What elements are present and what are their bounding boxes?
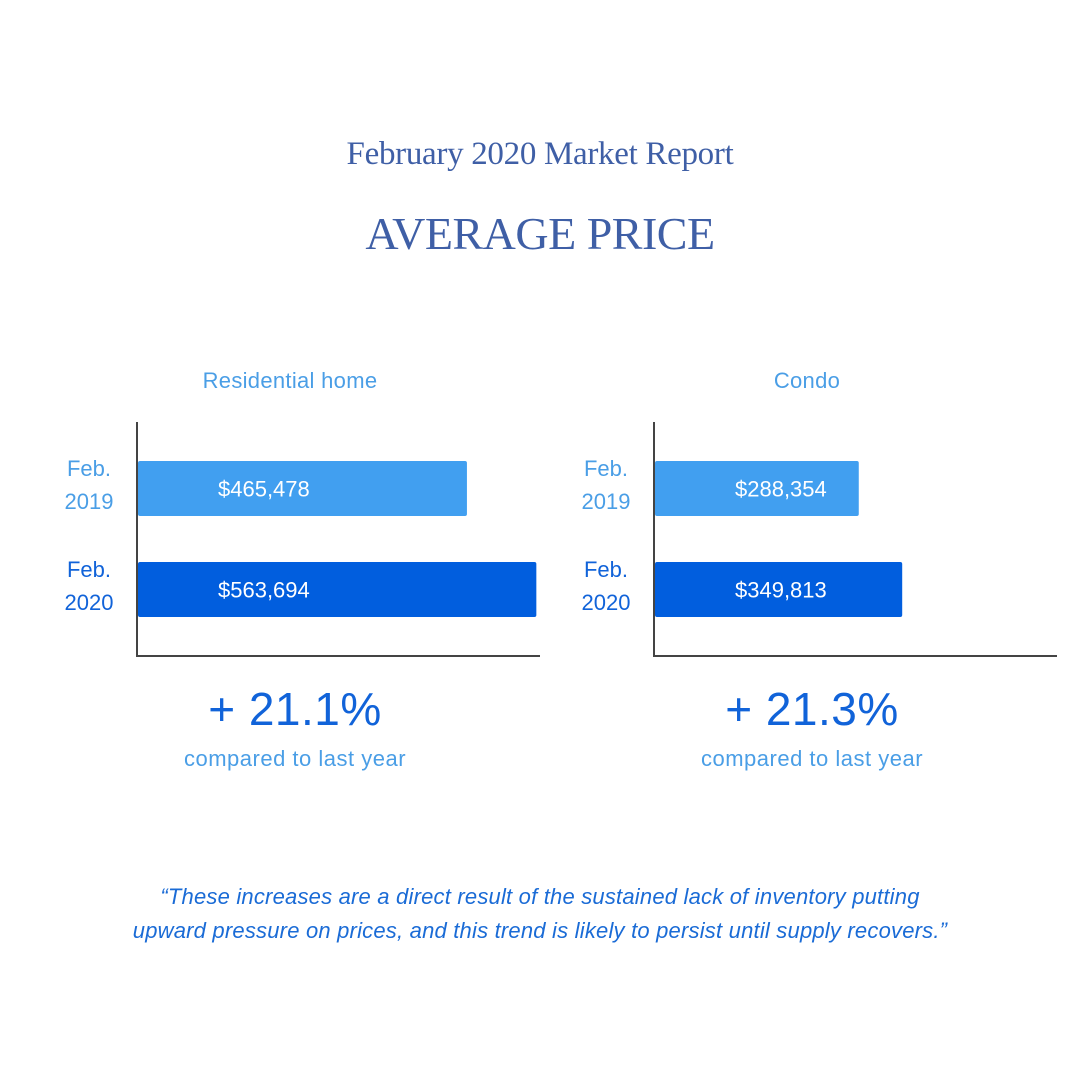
change-percent: + 21.3% — [725, 683, 899, 735]
change-percent: + 21.1% — [208, 683, 382, 735]
category-label: 2020 — [65, 590, 114, 615]
category-label: Feb. — [584, 557, 628, 582]
residential-panel: Residential home $465,478 Feb. 2019 $563,69… — [0, 360, 540, 780]
category-label: Feb. — [584, 456, 628, 481]
change-caption: compared to last year — [700, 746, 924, 771]
quote-line: “These increases are a direct result of … — [160, 884, 920, 909]
bar — [655, 461, 859, 516]
category-label: Feb. — [67, 557, 111, 582]
chart-title: Residential home — [202, 368, 378, 393]
bar — [138, 562, 537, 617]
category-label: 2019 — [65, 489, 114, 514]
residential-bar-chart: $465,478 Feb. 2019 $563,694 Feb. 2020 — [65, 422, 540, 657]
page-title: AVERAGE PRICE — [365, 208, 715, 259]
bar — [655, 562, 903, 617]
quote-line: upward pressure on prices, and this tren… — [132, 918, 948, 943]
data-label: $465,478 — [218, 477, 310, 502]
bar — [138, 461, 467, 516]
category-label: 2019 — [582, 489, 631, 514]
change-caption: compared to last year — [183, 746, 407, 771]
category-label: Feb. — [67, 456, 111, 481]
chart-title: Condo — [773, 368, 841, 393]
report-title: February 2020 Market Report — [346, 136, 734, 172]
data-label: $288,354 — [735, 477, 827, 502]
condo-panel: Condo $288,354 Feb. 2019 $349,813 Feb. 2020 +… — [517, 360, 1057, 780]
condo-bar-chart: $288,354 Feb. 2019 $349,813 Feb. 2020 — [582, 422, 1057, 657]
category-label: 2020 — [582, 590, 631, 615]
quote: “These increases are a direct result of … — [40, 880, 1040, 948]
data-label: $349,813 — [735, 578, 827, 603]
data-label: $563,694 — [218, 578, 310, 603]
